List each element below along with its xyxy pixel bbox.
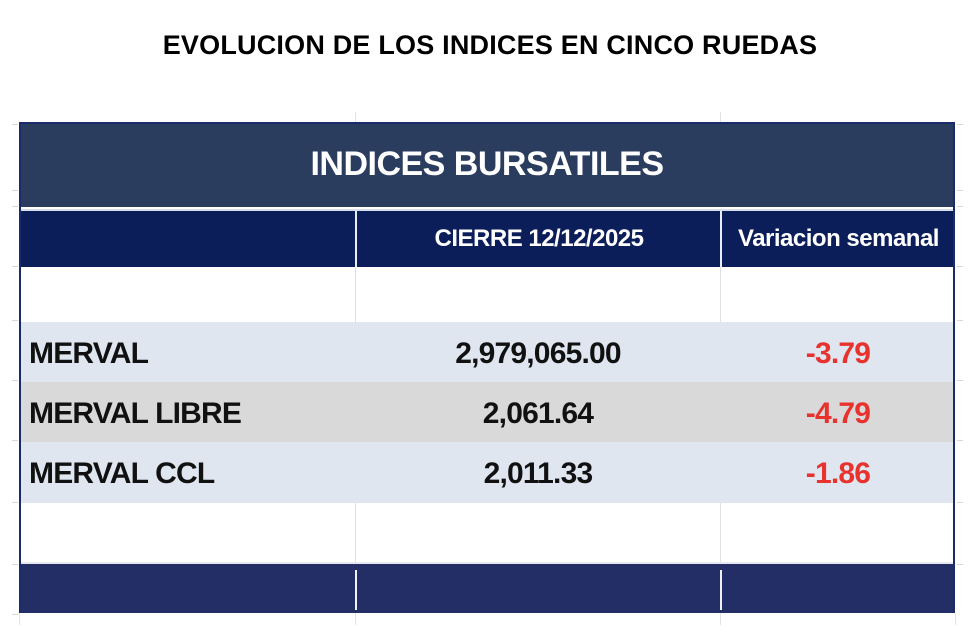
column-divider	[355, 570, 357, 610]
header-close: CIERRE 12/12/2025	[434, 225, 644, 252]
table-row: MERVAL CCL 2,011.33 -1.86	[21, 442, 953, 503]
index-name: MERVAL LIBRE	[29, 397, 242, 430]
gridline	[957, 206, 963, 207]
column-divider	[720, 570, 722, 610]
column-divider	[720, 211, 722, 267]
gridline	[955, 613, 956, 625]
gridline	[957, 266, 963, 267]
table-row: MERVAL 2,979,065.00 -3.79	[21, 322, 953, 382]
gridline	[12, 320, 18, 321]
gridline	[12, 502, 18, 503]
gridline	[12, 206, 18, 207]
gridline	[12, 380, 18, 381]
table-header-row: CIERRE 12/12/2025 Variacion semanal	[21, 209, 953, 267]
column-divider	[355, 267, 356, 322]
index-close: 2,061.64	[482, 397, 594, 430]
index-weekly-change: -4.79	[805, 397, 871, 430]
gridline	[355, 112, 356, 122]
index-name: MERVAL	[29, 337, 149, 370]
gridline	[355, 613, 356, 625]
gridline	[12, 124, 18, 125]
table-title: INDICES BURSATILES	[21, 124, 953, 207]
column-divider	[355, 503, 356, 562]
column-divider	[720, 503, 721, 562]
column-divider	[720, 267, 721, 322]
gridline	[12, 564, 18, 565]
gridline	[12, 266, 18, 267]
header-index-name	[21, 211, 355, 267]
index-name: MERVAL CCL	[29, 457, 215, 490]
table-row-empty	[21, 503, 953, 562]
gridline	[957, 320, 963, 321]
gridline	[12, 190, 18, 191]
header-weekly-change: Variacion semanal	[738, 225, 939, 252]
gridline	[12, 440, 18, 441]
table-row-empty	[21, 267, 953, 322]
gridline	[957, 502, 963, 503]
index-close: 2,011.33	[483, 457, 594, 490]
gridline	[957, 124, 963, 125]
gridline	[957, 564, 963, 565]
table-footer-row	[21, 562, 953, 613]
indices-table: INDICES BURSATILES CIERRE 12/12/2025 Var…	[19, 122, 955, 613]
index-weekly-change: -1.86	[805, 457, 871, 490]
gridline	[12, 614, 18, 615]
gridline	[720, 613, 721, 625]
gridline	[957, 380, 963, 381]
index-weekly-change: -3.79	[805, 337, 871, 370]
index-close: 2,979,065.00	[455, 337, 621, 370]
page-title: EVOLUCION DE LOS INDICES EN CINCO RUEDAS	[162, 30, 818, 60]
gridline	[957, 190, 963, 191]
column-divider	[355, 211, 357, 267]
gridline	[957, 440, 963, 441]
gridline	[19, 613, 20, 625]
gridline	[720, 112, 721, 122]
table-row: MERVAL LIBRE 2,061.64 -4.79	[21, 382, 953, 442]
